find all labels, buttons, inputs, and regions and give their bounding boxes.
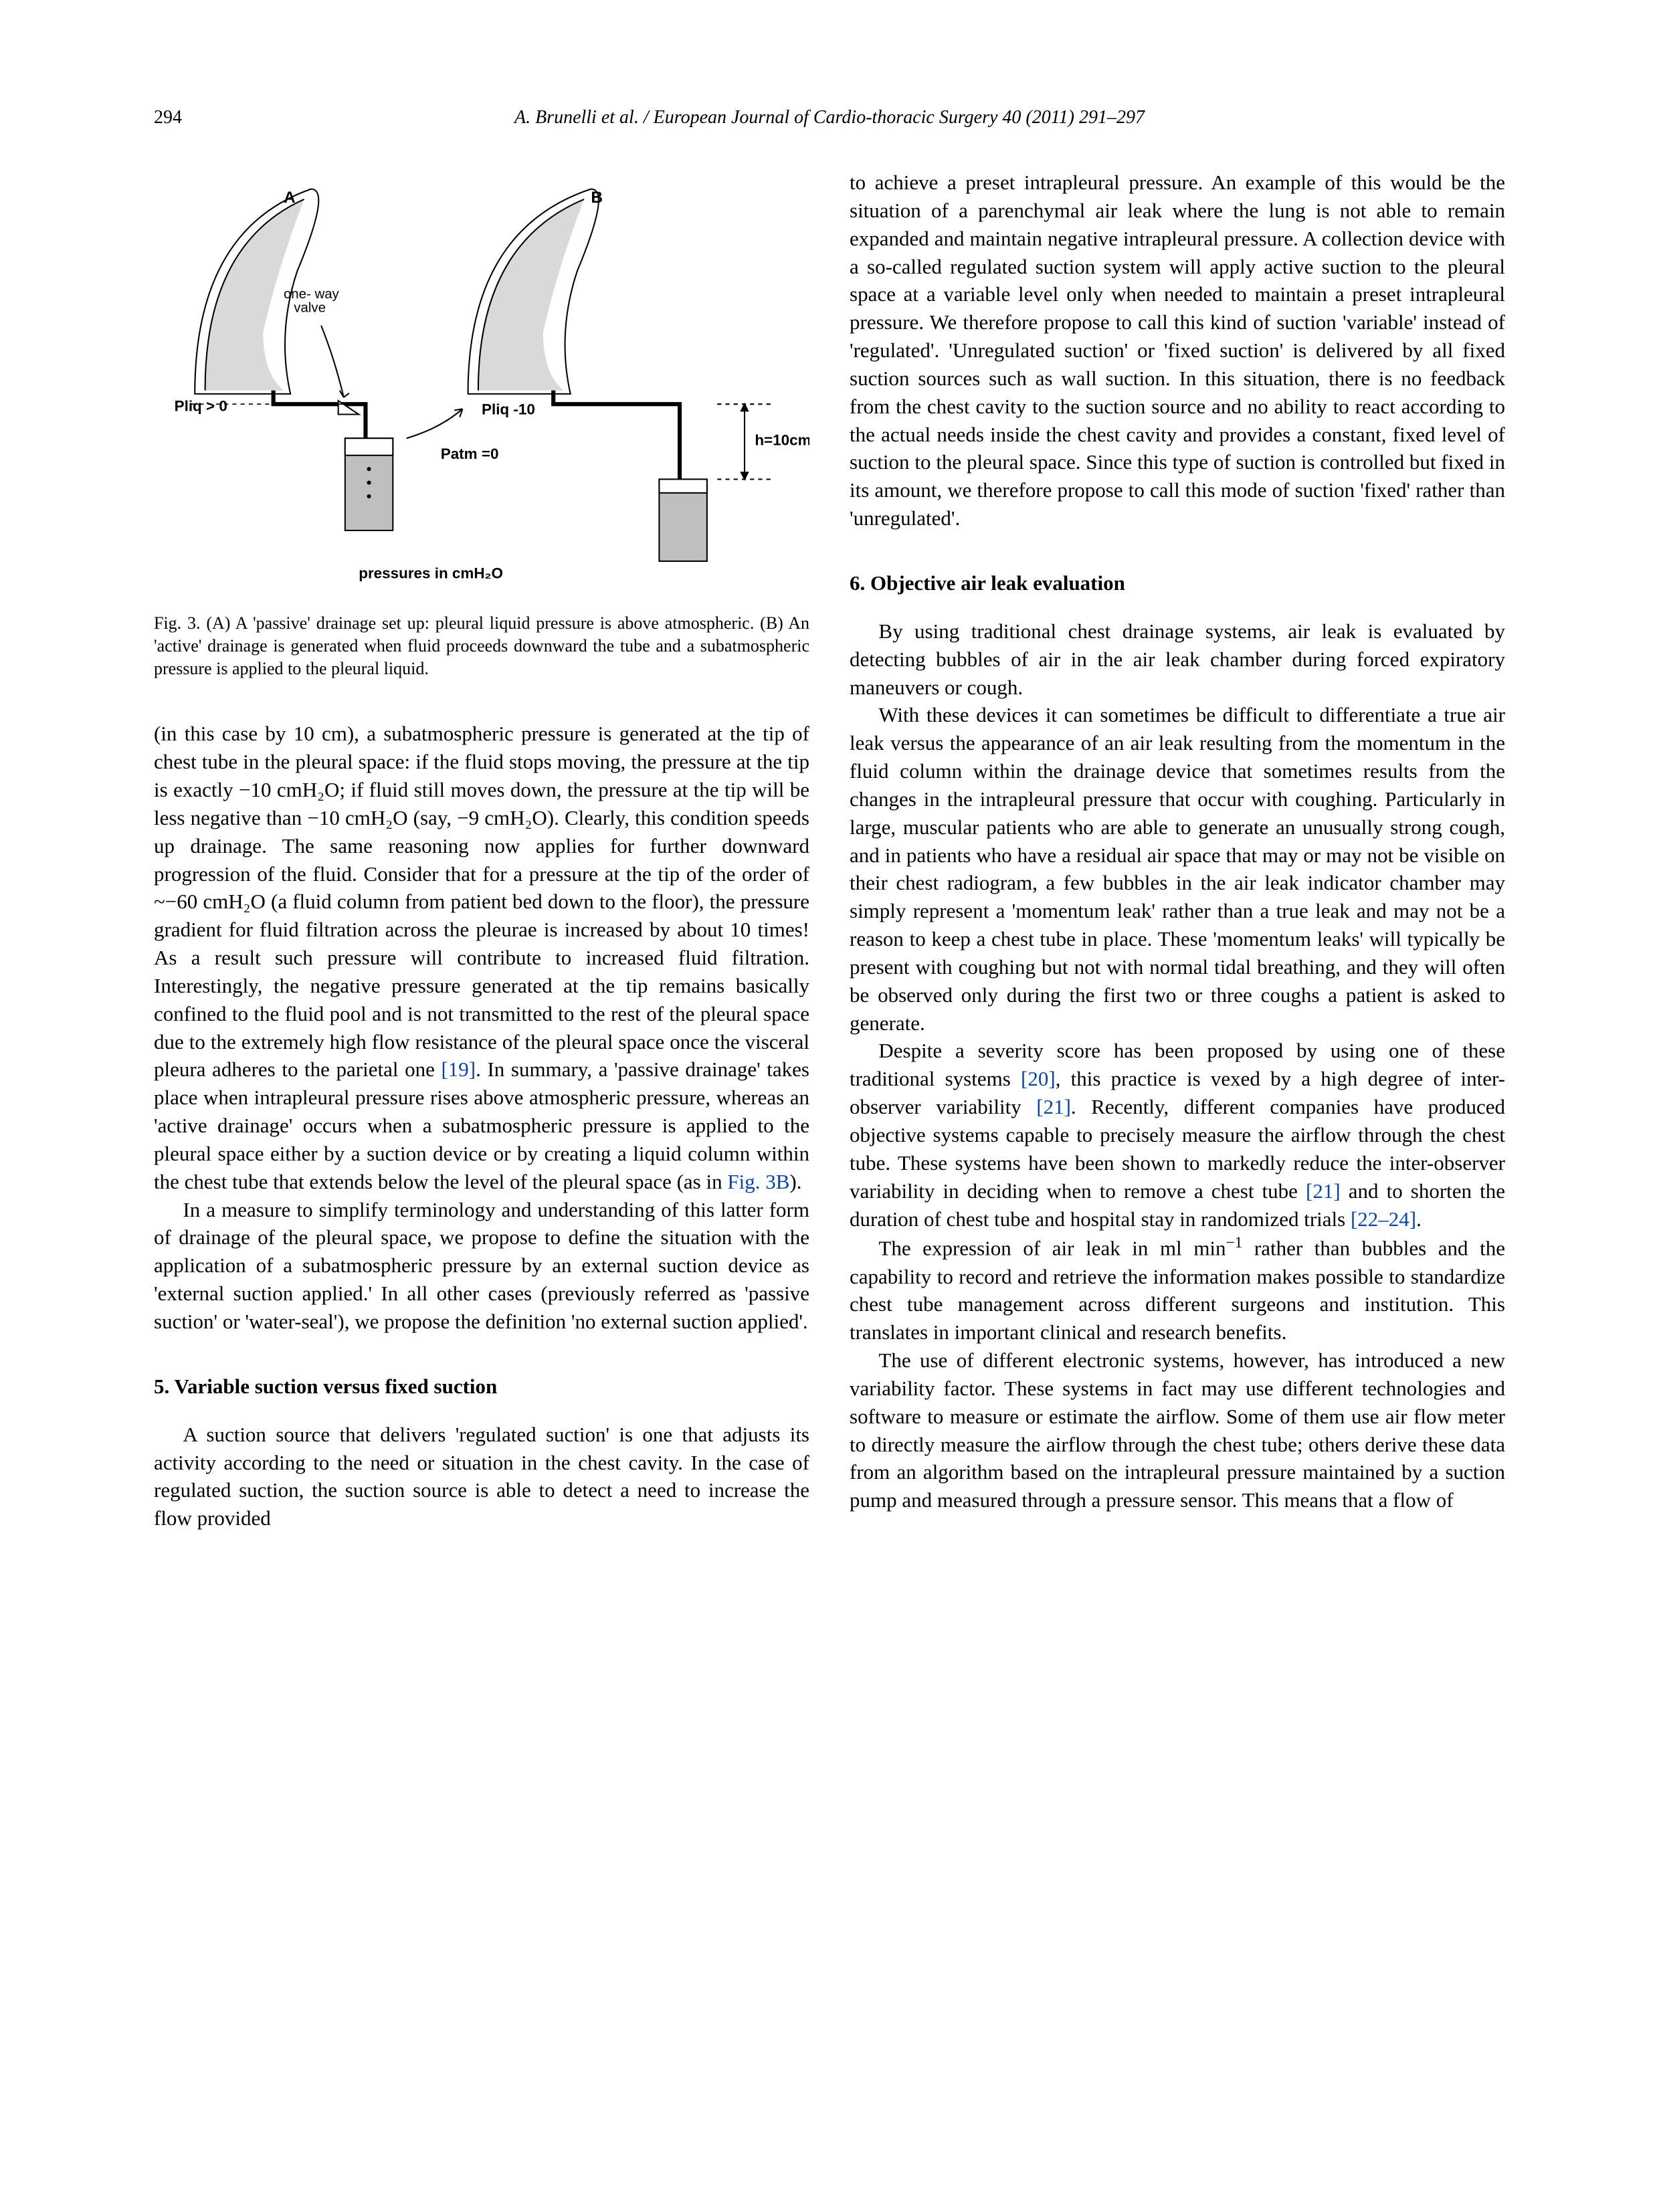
left-para-3: A suction source that delivers 'regulate… <box>154 1421 809 1532</box>
fig3-label-valve: one- wayvalve <box>284 287 340 315</box>
heading-section-6: 6. Objective air leak evaluation <box>850 569 1505 597</box>
ref-22-24[interactable]: [22–24] <box>1351 1207 1416 1231</box>
ref-19[interactable]: [19] <box>441 1058 476 1081</box>
ref-21a[interactable]: [21] <box>1036 1095 1071 1118</box>
right-para-2: By using traditional chest drainage syst… <box>850 617 1505 702</box>
figure-3: one- wayvalve <box>154 169 809 592</box>
left-para-2: In a measure to simplify terminology and… <box>154 1196 809 1336</box>
right-para-4: Despite a severity score has been propos… <box>850 1037 1505 1233</box>
ref-21b[interactable]: [21] <box>1306 1179 1341 1203</box>
figref-3b[interactable]: Fig. 3B <box>727 1170 789 1193</box>
right-para-5: The expression of air leak in ml min−1 r… <box>850 1233 1505 1346</box>
left-para-1: (in this case by 10 cm), a subatmospheri… <box>154 720 809 1195</box>
running-head-text: A. Brunelli et al. / European Journal of… <box>514 107 1145 128</box>
fig3-label-pliq-neg: Pliq -10 <box>482 401 535 417</box>
fig3-label-pliq-pos: Pliq > 0 <box>175 397 227 414</box>
fig3-label-pressures: pressures in cmH₂O <box>359 565 503 581</box>
figure-3-caption: Fig. 3. (A) A 'passive' drainage set up:… <box>154 612 809 680</box>
right-para-1: to achieve a preset intrapleural pressur… <box>850 169 1505 532</box>
right-para-6: The use of different electronic systems,… <box>850 1346 1505 1514</box>
fig3-label-B: B <box>591 189 603 207</box>
fig3-label-patm: Patm =0 <box>441 445 499 462</box>
fig3-label-A: A <box>284 189 296 207</box>
heading-section-5: 5. Variable suction versus fixed suction <box>154 1373 809 1401</box>
right-para-3: With these devices it can sometimes be d… <box>850 701 1505 1037</box>
fig3-label-h: h=10cm <box>755 431 809 448</box>
page-number: 294 <box>154 107 182 128</box>
ref-20[interactable]: [20] <box>1021 1067 1056 1090</box>
